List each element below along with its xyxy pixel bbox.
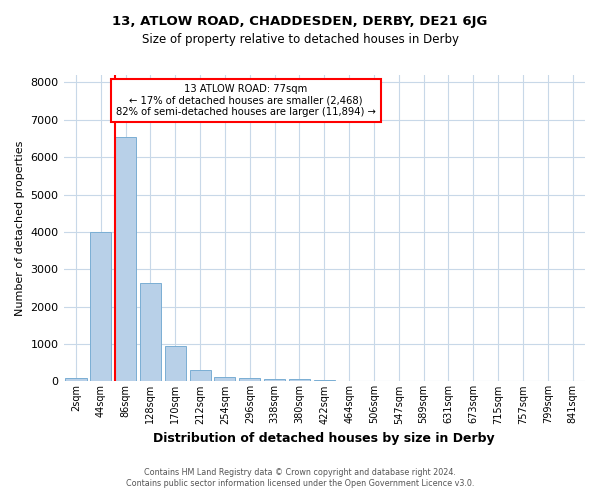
Bar <box>264 379 285 382</box>
Bar <box>314 380 335 382</box>
Bar <box>90 232 112 382</box>
Bar <box>65 378 86 382</box>
Y-axis label: Number of detached properties: Number of detached properties <box>15 140 25 316</box>
Bar <box>239 378 260 382</box>
Text: Size of property relative to detached houses in Derby: Size of property relative to detached ho… <box>142 32 458 46</box>
Bar <box>214 377 235 382</box>
Bar <box>115 136 136 382</box>
Bar <box>140 284 161 382</box>
Bar <box>165 346 186 382</box>
Text: 13, ATLOW ROAD, CHADDESDEN, DERBY, DE21 6JG: 13, ATLOW ROAD, CHADDESDEN, DERBY, DE21 … <box>112 15 488 28</box>
Text: 13 ATLOW ROAD: 77sqm
← 17% of detached houses are smaller (2,468)
82% of semi-de: 13 ATLOW ROAD: 77sqm ← 17% of detached h… <box>116 84 376 117</box>
Text: Contains HM Land Registry data © Crown copyright and database right 2024.
Contai: Contains HM Land Registry data © Crown c… <box>126 468 474 487</box>
X-axis label: Distribution of detached houses by size in Derby: Distribution of detached houses by size … <box>154 432 495 445</box>
Bar <box>190 370 211 382</box>
Bar <box>289 380 310 382</box>
